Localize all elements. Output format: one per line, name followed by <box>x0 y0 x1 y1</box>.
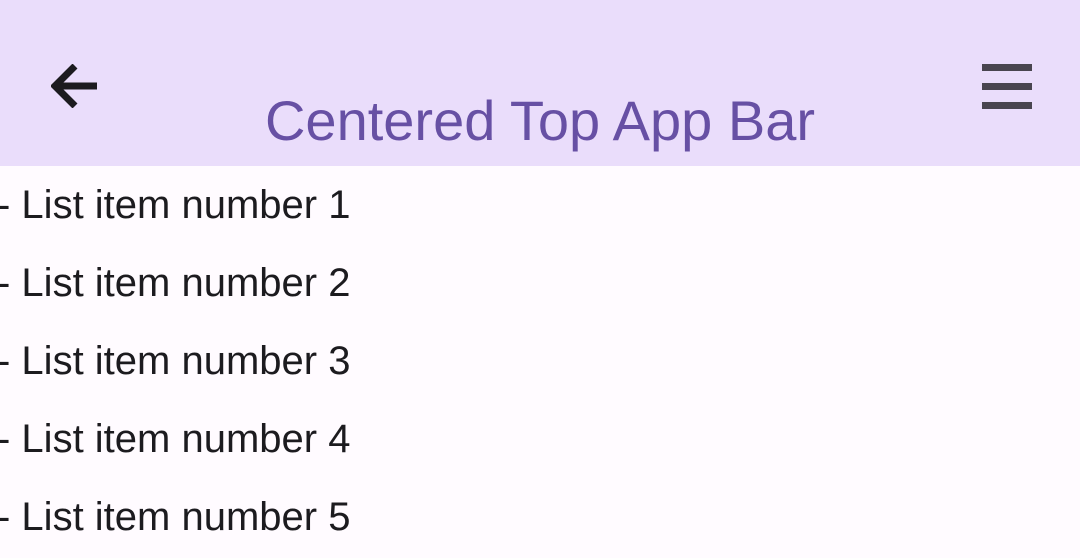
content-area: - List item number 1 - List item number 2… <box>0 166 1080 558</box>
list-item: - List item number 4 <box>0 417 351 461</box>
back-button[interactable] <box>27 38 123 134</box>
list-item: - List item number 3 <box>0 339 351 383</box>
page-title: Centered Top App Bar <box>264 88 816 152</box>
list-item: - List item number 5 <box>0 495 351 539</box>
hamburger-bar-bottom <box>982 101 1032 109</box>
menu-button[interactable] <box>959 38 1055 134</box>
item-list: - List item number 1 - List item number 2… <box>0 166 1080 556</box>
list-item: - List item number 1 <box>0 183 351 227</box>
top-app-bar: Centered Top App Bar <box>0 0 1080 166</box>
hamburger-bar-top <box>982 63 1032 71</box>
back-arrow-icon <box>51 64 99 108</box>
hamburger-menu-icon <box>982 63 1032 109</box>
hamburger-bar-middle <box>982 82 1032 90</box>
list-item: - List item number 2 <box>0 261 351 305</box>
